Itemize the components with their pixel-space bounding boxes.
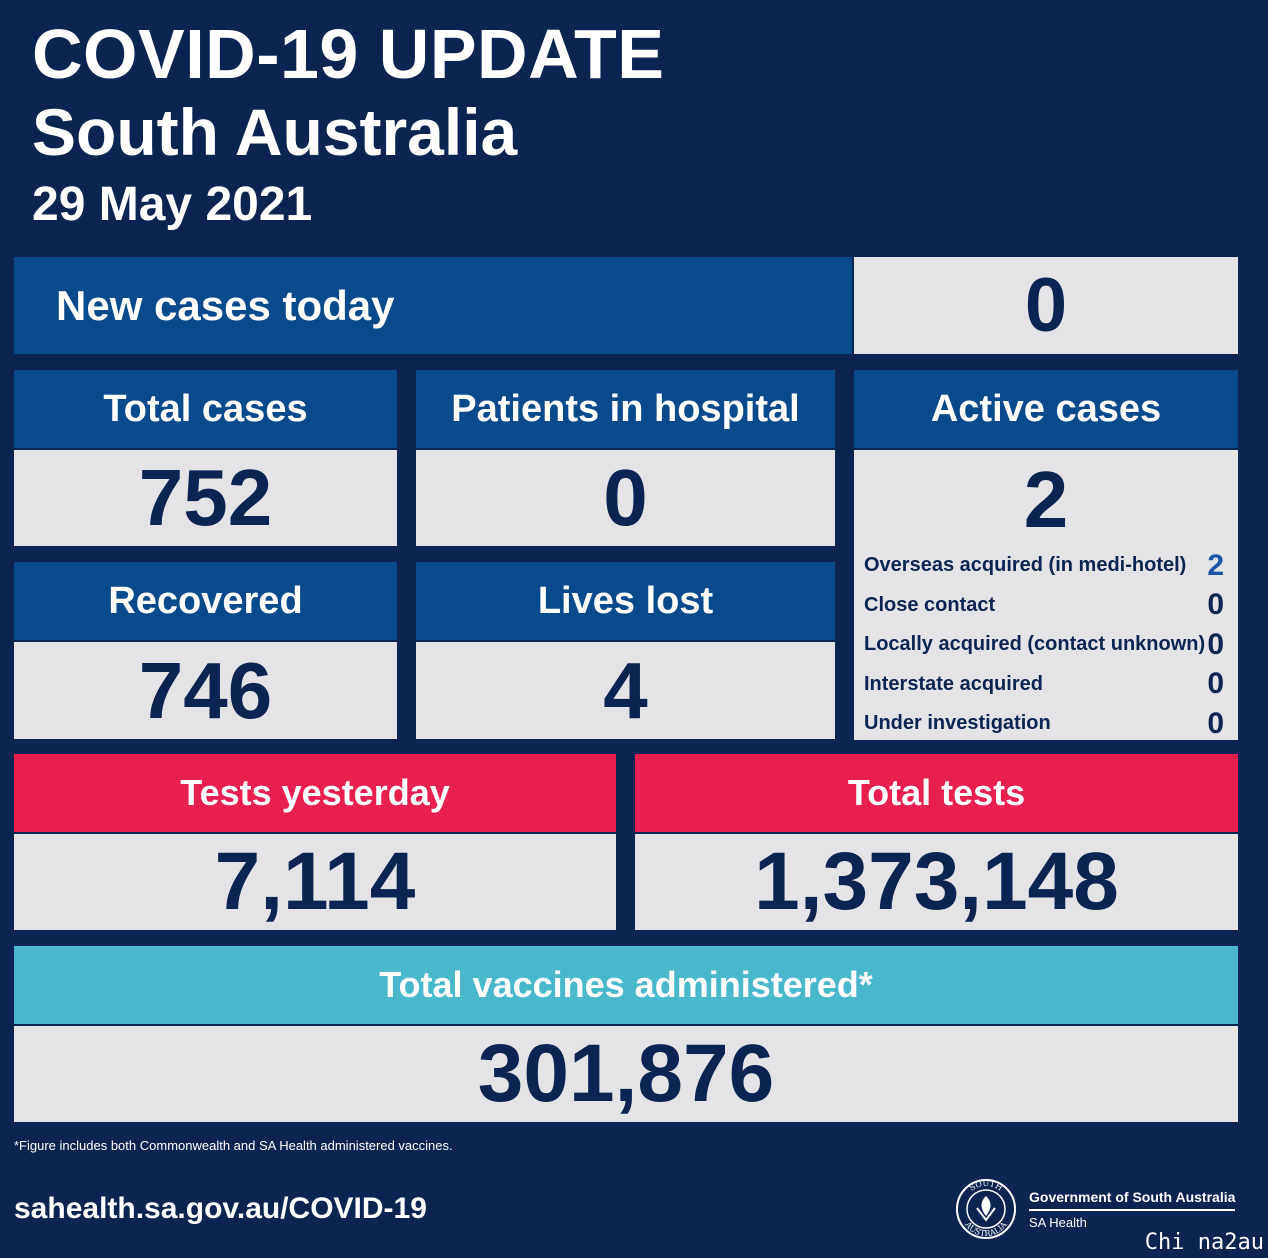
hospital-label: Patients in hospital	[416, 370, 835, 448]
breakdown-value: 0	[1207, 627, 1224, 661]
new-cases-value: 0	[854, 257, 1238, 354]
watermark: Chi na2au	[1144, 1230, 1264, 1255]
vaccines-value: 301,876	[14, 1026, 1238, 1122]
website-link[interactable]: sahealth.sa.gov.au/COVID-19	[14, 1192, 427, 1225]
tests-yesterday-value: 7,114	[14, 834, 616, 930]
sa-government-seal-icon: SOUTH AUSTRALIA	[956, 1179, 1016, 1239]
active-cases-label: Active cases	[854, 370, 1238, 448]
breakdown-value: 2	[1207, 548, 1224, 582]
lives-lost-label: Lives lost	[416, 562, 835, 640]
page-title: COVID-19 UPDATE	[32, 15, 665, 93]
gov-name: Government of South Australia	[1029, 1189, 1236, 1211]
tests-yesterday-label: Tests yesterday	[14, 754, 616, 832]
active-cases-value: 2	[1023, 455, 1069, 544]
total-cases-label: Total cases	[14, 370, 397, 448]
vaccines-label: Total vaccines administered*	[14, 946, 1238, 1024]
active-breakdown-table: Overseas acquired (in medi-hotel) 2 Clos…	[856, 546, 1234, 744]
recovered-value: 746	[14, 642, 397, 739]
logo-text: Government of South Australia SA Health	[1029, 1189, 1236, 1230]
breakdown-label: Locally acquired (contact unknown)	[864, 633, 1206, 656]
hospital-value: 0	[416, 450, 835, 546]
new-cases-label: New cases today	[14, 257, 852, 354]
breakdown-label: Close contact	[864, 593, 996, 616]
breakdown-label: Overseas acquired (in medi-hotel)	[864, 554, 1187, 577]
department-name: SA Health	[1029, 1214, 1087, 1230]
active-cases-panel: 2	[854, 450, 1238, 740]
breakdown-row-close-contact: Close contact 0	[856, 586, 1234, 626]
breakdown-value: 0	[1207, 588, 1224, 622]
breakdown-label: Interstate acquired	[864, 672, 1043, 695]
vaccine-footnote: *Figure includes both Commonwealth and S…	[14, 1138, 453, 1153]
breakdown-label: Under investigation	[864, 712, 1051, 735]
breakdown-row-locally-acquired: Locally acquired (contact unknown) 0	[856, 625, 1234, 665]
breakdown-value: 0	[1207, 706, 1224, 740]
total-tests-value: 1,373,148	[635, 834, 1238, 930]
region-title: South Australia	[32, 95, 518, 169]
sa-government-logo: SOUTH AUSTRALIA Government of South Aust…	[955, 1178, 1236, 1240]
lives-lost-value: 4	[416, 642, 835, 739]
breakdown-row-overseas: Overseas acquired (in medi-hotel) 2	[856, 546, 1234, 586]
total-tests-label: Total tests	[635, 754, 1238, 832]
breakdown-value: 0	[1207, 667, 1224, 701]
recovered-label: Recovered	[14, 562, 397, 640]
total-cases-value: 752	[14, 450, 397, 546]
seal-text-top: SOUTH	[968, 1179, 1004, 1193]
breakdown-row-interstate: Interstate acquired 0	[856, 665, 1234, 705]
breakdown-row-under-investigation: Under investigation 0	[856, 704, 1234, 744]
update-date: 29 May 2021	[32, 178, 313, 231]
seal-text-bottom: AUSTRALIA	[963, 1219, 1009, 1238]
